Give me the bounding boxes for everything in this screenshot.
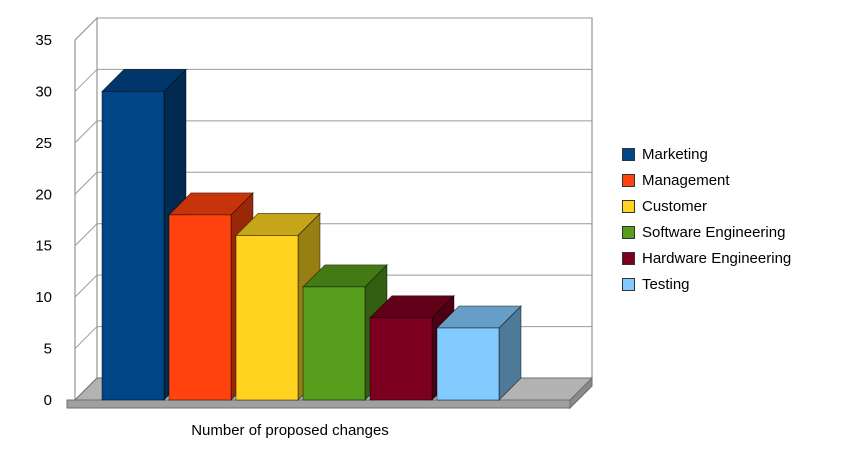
chart-legend: Marketing Management Customer Software Engi… (622, 146, 791, 293)
gridline-wall-connector (74, 120, 98, 144)
bar-testing (436, 305, 522, 401)
bar-front-face (168, 214, 232, 401)
legend-swatch (622, 200, 635, 213)
legend-label: Testing (642, 276, 690, 293)
legend-label: Hardware Engineering (642, 250, 792, 267)
y-axis-tick-label: 15 (35, 238, 52, 255)
y-axis-tick-label: 25 (35, 135, 52, 152)
x-axis-title: Number of proposed changes (191, 422, 389, 439)
legend-label: Marketing (642, 146, 708, 163)
y-axis-tick-label: 10 (35, 289, 52, 306)
gridline-wall-connector (74, 17, 98, 41)
legend-item-testing: Testing (622, 276, 791, 293)
legend-item-management: Management (622, 172, 791, 189)
gridline-wall-connector (74, 274, 98, 298)
legend-swatch (622, 226, 635, 239)
gridline-wall-connector (74, 69, 98, 92)
bar-front-face (436, 327, 500, 401)
y-axis-tick-label: 20 (35, 186, 52, 203)
bar-front-face (302, 286, 366, 401)
chart-left-wall (74, 16, 98, 402)
legend-swatch (622, 252, 635, 265)
legend-swatch (622, 148, 635, 161)
legend-item-hardware-engineering: Hardware Engineering (622, 250, 791, 267)
legend-swatch (622, 174, 635, 187)
gridline-wall-connector (74, 326, 98, 349)
legend-label: Management (642, 172, 730, 189)
legend-label: Customer (642, 198, 708, 215)
bar-front-face (235, 235, 299, 401)
legend-item-customer: Customer (622, 198, 791, 215)
y-axis-tick-label: 0 (44, 392, 52, 409)
y-axis-tick-label: 35 (35, 32, 52, 49)
legend-swatch (622, 278, 635, 291)
floor-thickness (66, 399, 571, 409)
gridline-wall-connector (74, 223, 98, 247)
bar-front-face (101, 91, 165, 401)
gridline-wall-connector (74, 171, 98, 195)
legend-item-marketing: Marketing (622, 146, 791, 163)
bar-front-face (369, 317, 433, 401)
legend-item-software-engineering: Software Engineering (622, 224, 791, 241)
legend-label: Software Engineering (642, 224, 786, 241)
y-axis-tick-label: 30 (35, 83, 52, 100)
y-axis-tick-label: 5 (44, 341, 52, 358)
